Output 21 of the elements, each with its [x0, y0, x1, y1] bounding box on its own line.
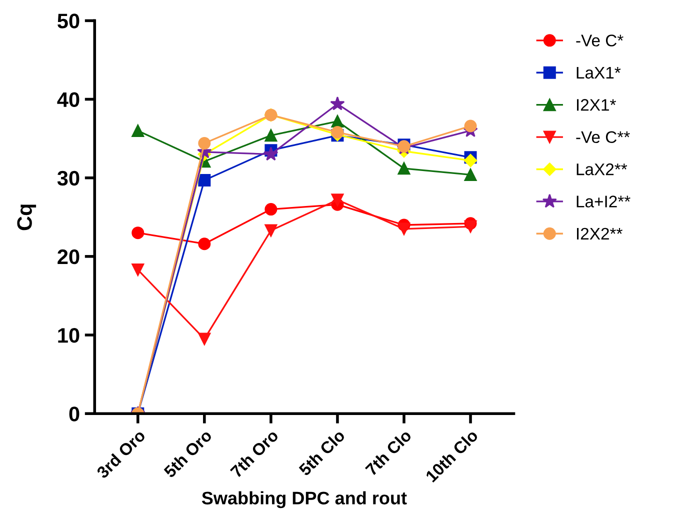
- y-tick-label: 40: [57, 92, 80, 108]
- x-tick-label: 10th Clo: [424, 428, 479, 483]
- legend-label: -Ve C*: [576, 34, 624, 46]
- x-tick-label: 5th Clo: [298, 428, 346, 476]
- x-tick-label: 7th Clo: [364, 428, 412, 476]
- x-tick-label: 5th Oro: [162, 428, 213, 478]
- x-tick-label: 7th Oro: [230, 428, 280, 478]
- x-axis-title: Swabbing DPC and rout: [202, 491, 407, 508]
- y-tick-label: 10: [58, 328, 80, 343]
- legend-label: La+I2**: [576, 196, 630, 208]
- legend-label: -Ve C**: [576, 131, 630, 144]
- y-axis-title: Cq: [17, 204, 36, 230]
- legend-label: LaX2**: [576, 163, 628, 176]
- legend-label: I2X1*: [577, 99, 616, 111]
- legend-label: I2X2**: [577, 228, 622, 240]
- y-tick-label: 20: [58, 249, 80, 264]
- legend-label: LaX1*: [576, 66, 621, 79]
- x-tick-label: 3rd Oro: [96, 428, 146, 480]
- y-tick-label: 0: [69, 406, 80, 422]
- y-tick-label: 50: [58, 14, 80, 28]
- y-tick-label: 30: [57, 170, 80, 186]
